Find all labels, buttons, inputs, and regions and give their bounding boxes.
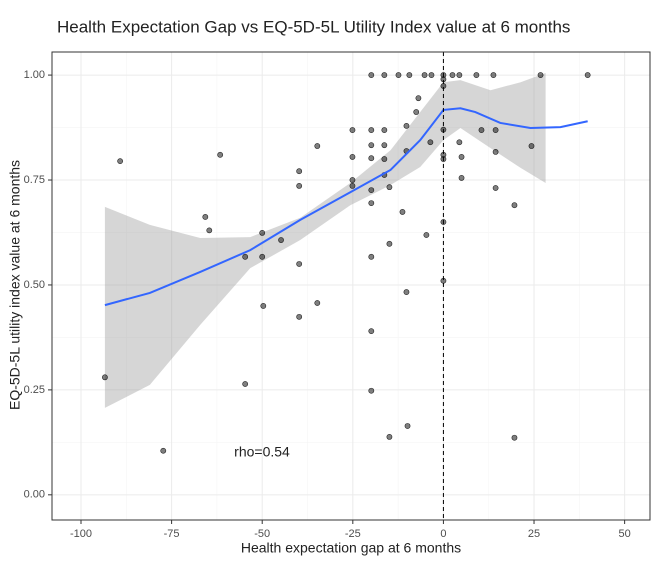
point: [102, 374, 108, 381]
point: [458, 154, 465, 160]
point: [381, 142, 388, 149]
chart-title: Health Expectation Gap vs EQ-5D-5L Utili…: [57, 17, 570, 36]
point: [296, 168, 303, 175]
point: [428, 72, 435, 78]
point: [492, 127, 499, 133]
y-axis-label: EQ-5D-5L utility index value at 6 months: [7, 160, 23, 410]
point: [217, 151, 224, 158]
point: [492, 148, 499, 155]
point: [381, 127, 388, 133]
x-tick-label: -100: [70, 528, 92, 540]
point: [368, 155, 375, 162]
point: [492, 185, 499, 191]
point: [386, 433, 393, 440]
point: [404, 423, 411, 429]
point: [259, 253, 266, 260]
point: [406, 72, 413, 78]
point: [349, 182, 356, 189]
point: [117, 158, 124, 165]
point: [473, 72, 480, 78]
point: [456, 139, 463, 146]
confidence-band: [104, 72, 546, 408]
point: [314, 300, 321, 306]
point: [242, 381, 249, 387]
point: [296, 261, 303, 267]
point: [427, 139, 434, 146]
x-tick-label: -75: [164, 528, 180, 540]
point: [278, 237, 284, 243]
point: [458, 175, 465, 181]
point: [415, 95, 422, 102]
y-tick-label: 0.00: [24, 489, 45, 501]
point: [314, 143, 321, 149]
point: [202, 214, 209, 220]
point: [403, 122, 410, 129]
point: [403, 289, 410, 295]
y-tick-label: 1.00: [24, 69, 45, 81]
point: [413, 109, 420, 115]
point: [368, 387, 375, 394]
point: [399, 209, 406, 215]
point: [368, 142, 375, 149]
point: [511, 202, 518, 209]
point: [386, 240, 393, 247]
x-tick-label: 0: [440, 528, 446, 540]
point: [368, 72, 375, 78]
point: [368, 253, 375, 260]
point: [242, 253, 249, 260]
smooth-line: [104, 107, 588, 307]
point: [259, 230, 266, 236]
point: [449, 72, 456, 78]
point: [537, 72, 544, 78]
point: [386, 184, 393, 191]
point: [349, 127, 356, 133]
point: [368, 200, 375, 207]
point: [160, 447, 167, 454]
point: [478, 127, 485, 133]
point: [260, 303, 267, 309]
point: [456, 72, 463, 78]
x-tick-label: 50: [619, 528, 631, 540]
panel-border: [51, 51, 651, 521]
y-tick-label: 0.75: [24, 174, 45, 186]
point: [368, 328, 375, 335]
point: [423, 232, 430, 238]
point: [206, 227, 213, 234]
point: [296, 313, 303, 320]
point: [349, 177, 356, 183]
point: [490, 72, 497, 78]
point: [349, 154, 356, 160]
x-tick-label: -50: [254, 528, 270, 540]
point: [584, 72, 591, 78]
point: [395, 72, 402, 78]
x-tick-label: 25: [528, 528, 540, 540]
point: [528, 143, 535, 149]
y-tick-label: 0.25: [24, 384, 45, 396]
point: [381, 156, 388, 162]
point: [296, 182, 303, 189]
x-axis-label: Health expectation gap at 6 months: [241, 540, 461, 556]
point: [368, 187, 375, 193]
annotation: rho=0.54: [234, 444, 290, 460]
point: [368, 127, 375, 133]
point: [511, 434, 518, 441]
point: [421, 72, 428, 78]
x-tick-label: -25: [345, 528, 361, 540]
point: [381, 72, 388, 78]
y-tick-label: 0.50: [24, 279, 45, 291]
